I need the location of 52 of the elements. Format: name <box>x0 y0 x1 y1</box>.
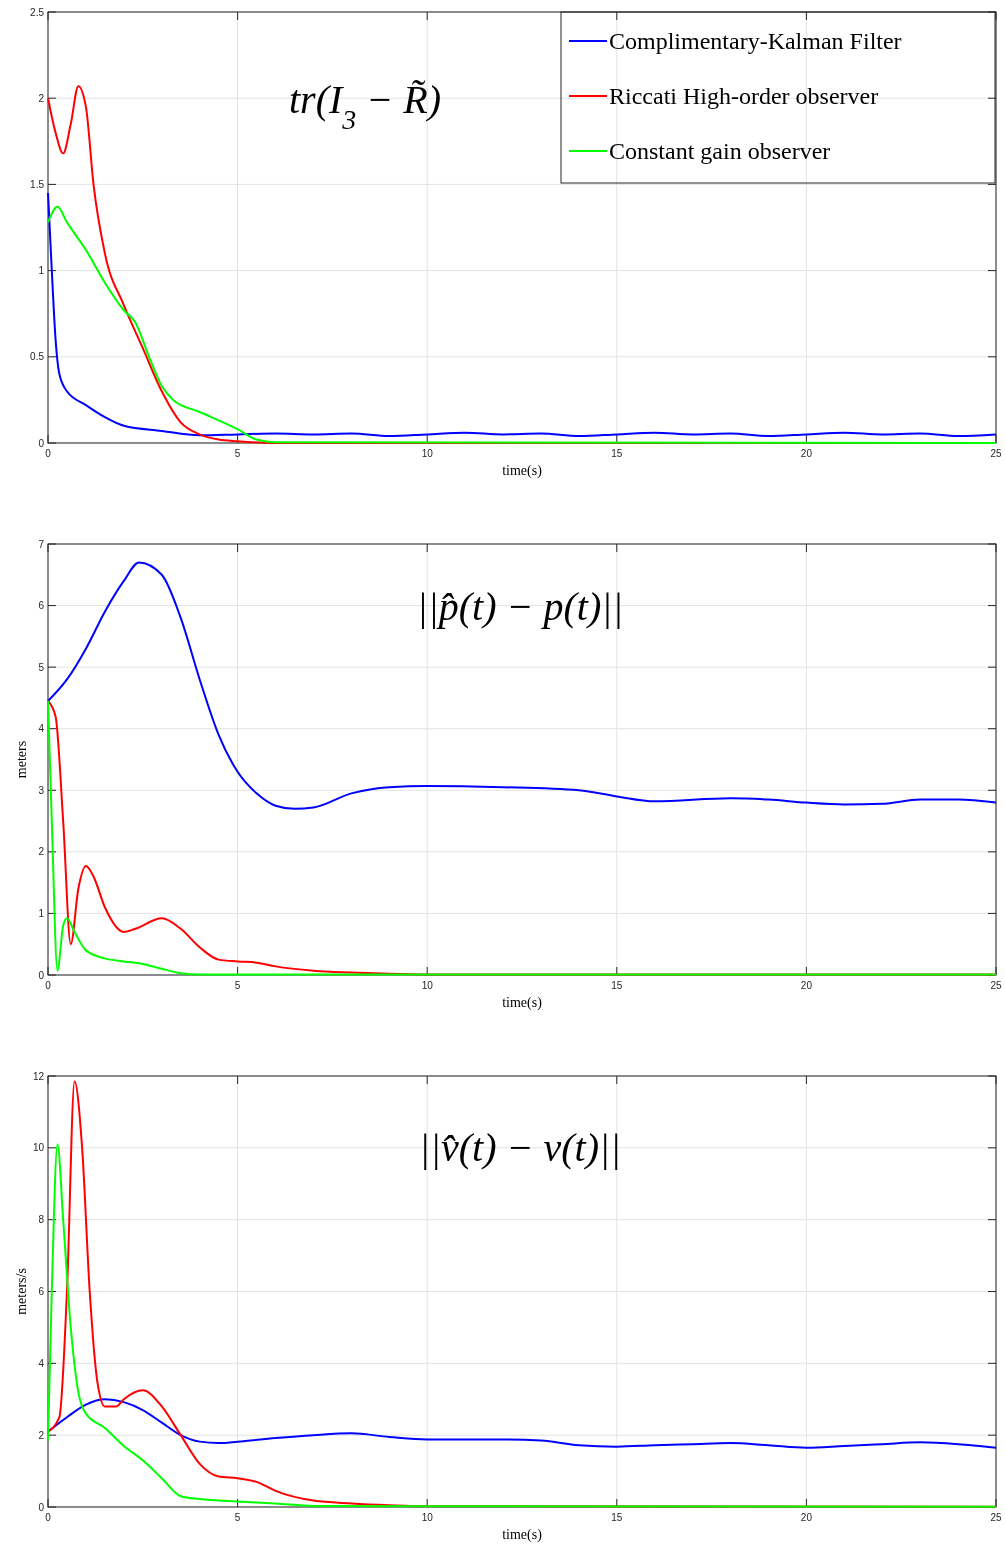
x-tick-label: 0 <box>45 448 52 459</box>
x-tick-label: 15 <box>611 1512 623 1523</box>
x-tick-label: 0 <box>45 1512 52 1523</box>
x-tick-label: 25 <box>990 980 1002 991</box>
x-tick-label: 5 <box>234 980 241 991</box>
y-tick-label: 6 <box>38 600 45 612</box>
x-tick-label: 0 <box>45 980 52 991</box>
legend-label: Constant gain observer <box>609 138 831 164</box>
x-tick-label: 10 <box>421 980 434 991</box>
x-tick-label: 5 <box>234 1512 241 1523</box>
x-tick-label: 25 <box>990 1512 1002 1523</box>
y-tick-label: 0.5 <box>30 351 45 363</box>
x-tick-label: 20 <box>800 980 813 991</box>
y-tick-label: 1.5 <box>30 178 45 190</box>
y-tick-label: 0 <box>38 969 45 981</box>
y-tick-label: 4 <box>38 723 45 735</box>
x-axis-title: time(s) <box>502 463 543 479</box>
x-tick-label: 20 <box>800 448 813 459</box>
x-tick-label: 5 <box>234 448 241 459</box>
legend-label: Complimentary-Kalman Filter <box>609 28 902 54</box>
y-tick-label: 1 <box>38 265 45 277</box>
y-tick-label: 8 <box>38 1214 45 1226</box>
y-tick-label: 0 <box>38 1501 45 1513</box>
y-tick-label: 1 <box>38 907 45 919</box>
y-axis-title: meters <box>14 740 29 779</box>
y-axis-title: meters/s <box>14 1268 29 1315</box>
y-tick-label: 2 <box>38 1429 45 1441</box>
y-tick-label: 7 <box>38 538 45 550</box>
x-axis-title: time(s) <box>502 1527 543 1543</box>
x-tick-label: 25 <box>990 448 1002 459</box>
line-series <box>47 561 997 810</box>
y-tick-label: 2 <box>38 92 45 104</box>
x-tick-label: 15 <box>611 980 623 991</box>
y-tick-label: 0 <box>38 437 45 449</box>
y-tick-label: 5 <box>38 661 45 673</box>
y-tick-label: 4 <box>38 1357 45 1369</box>
y-tick-label: 12 <box>32 1070 45 1082</box>
text: tr(I$_{3}$ − R̃) <box>288 77 442 135</box>
line-series <box>47 1398 997 1449</box>
y-tick-label: 3 <box>38 784 45 796</box>
y-tick-label: 2 <box>38 846 45 858</box>
text: ||v̂(t) − v(t)|| <box>419 1125 621 1170</box>
x-axis-title: time(s) <box>502 995 543 1011</box>
y-tick-label: 6 <box>38 1286 45 1297</box>
x-tick-label: 10 <box>421 1512 434 1523</box>
text: ||p̂(t) − p(t)|| <box>416 584 624 629</box>
x-tick-label: 15 <box>611 448 623 459</box>
x-tick-label: 20 <box>800 1512 813 1523</box>
x-tick-label: 10 <box>421 448 434 459</box>
legend-label: Riccati High-order observer <box>609 83 879 109</box>
y-tick-label: 2.5 <box>30 6 45 18</box>
y-tick-label: 10 <box>32 1142 45 1154</box>
